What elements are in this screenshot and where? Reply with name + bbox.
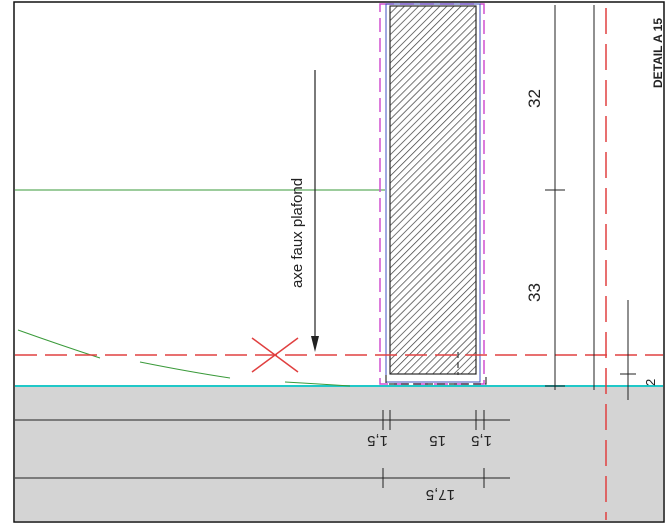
- green-curve-3: [284, 381, 351, 387]
- beam-dashed-bottom: [385, 375, 487, 385]
- dimension-33: 33: [525, 283, 544, 302]
- ceiling-slab: [15, 387, 663, 521]
- green-curve-2: [139, 361, 231, 379]
- beam-section: [389, 5, 477, 375]
- annotation-text: axe faux plafond: [289, 178, 306, 288]
- dimension-32: 32: [525, 89, 544, 108]
- detail-title: DETAIL A 15: [651, 18, 665, 88]
- dimension-15: 15: [429, 432, 446, 449]
- axis-cross-marker: [251, 337, 299, 373]
- dimension-2: 2: [643, 379, 658, 386]
- dimension-17-5: 17,5: [426, 486, 455, 503]
- dimension-1-5-left: 1,5: [367, 432, 388, 449]
- dimension-1-5-right: 1,5: [471, 432, 492, 449]
- annotation-arrow-head: [311, 336, 319, 352]
- beam-blue-frame: [385, 3, 481, 383]
